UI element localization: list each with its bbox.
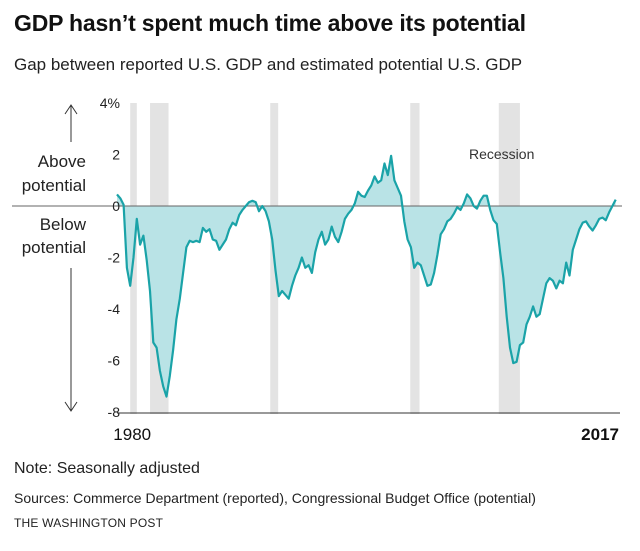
below-label-line1: Below (40, 215, 87, 234)
y-tick-label: 2 (112, 147, 120, 163)
recession-bands (130, 103, 520, 414)
y-tick-label: -4 (108, 301, 121, 317)
down-arrow-head-icon (64, 401, 78, 412)
x-tick-label: 1980 (113, 425, 151, 444)
chart-subtitle: Gap between reported U.S. GDP and estima… (14, 55, 523, 74)
y-tick-label: 0 (112, 198, 120, 214)
above-label-line1: Above (38, 152, 86, 171)
chart-title: GDP hasn’t spent much time above its pot… (14, 10, 526, 36)
y-axis-ticks: 4% 2 0 -2 -4 -6 -8 (100, 95, 120, 420)
up-arrow-head-icon (64, 104, 78, 115)
recession-label: Recession (469, 146, 534, 162)
below-label-line2: potential (22, 238, 86, 257)
x-tick-label: 2017 (581, 425, 619, 444)
above-label-line2: potential (22, 176, 86, 195)
direction-arrows (64, 104, 78, 412)
gap-line-layer (116, 154, 617, 398)
note-text: Note: Seasonally adjusted (14, 460, 200, 477)
sources-text: Sources: Commerce Department (reported),… (14, 490, 536, 506)
gap-area (117, 155, 616, 397)
x-axis-ticks: 1980 2017 (113, 412, 620, 444)
y-tick-label: -8 (108, 404, 121, 420)
gap-area-layer (117, 155, 616, 397)
y-tick-label: -2 (108, 250, 121, 266)
publisher-credit: THE WASHINGTON POST (14, 516, 164, 530)
gap-line (116, 154, 617, 398)
y-tick-label: -6 (108, 353, 121, 369)
y-tick-label: 4% (100, 95, 120, 111)
